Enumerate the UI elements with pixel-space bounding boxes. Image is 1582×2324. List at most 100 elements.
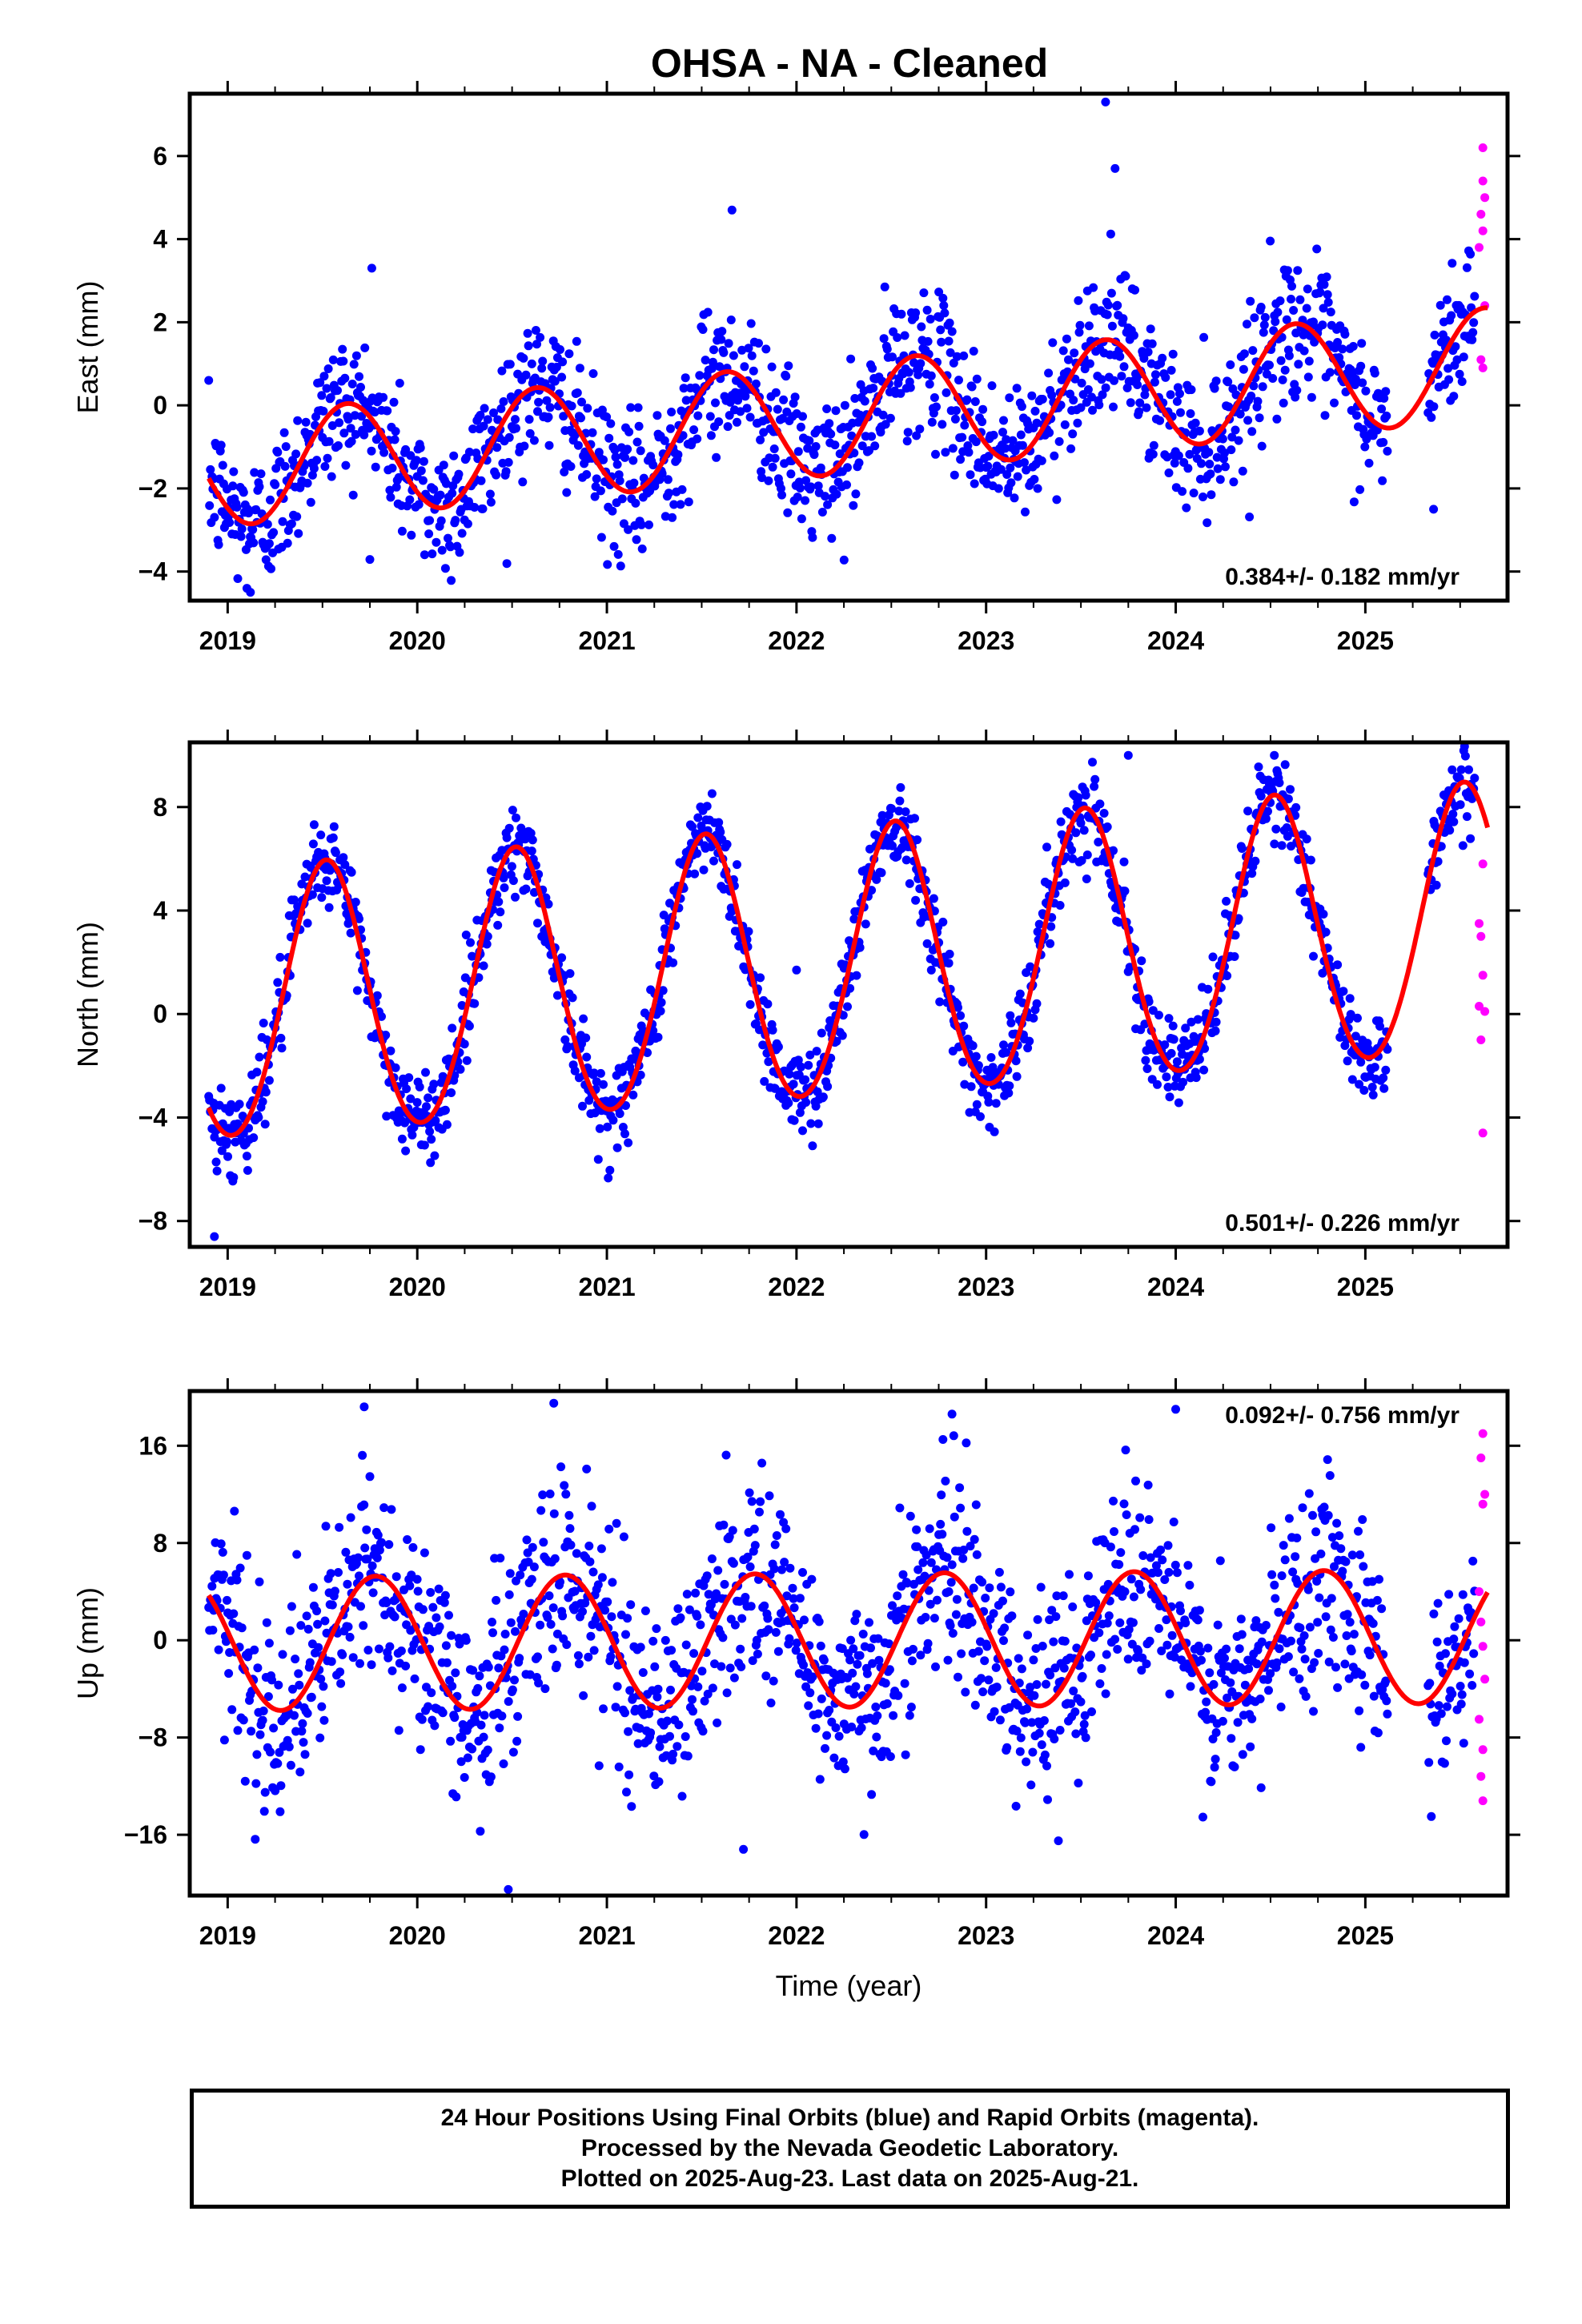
east-final-point bbox=[701, 356, 710, 365]
north-final-point bbox=[913, 835, 922, 845]
east-final-point bbox=[994, 484, 1003, 493]
east-final-point bbox=[905, 383, 915, 392]
east-final-point bbox=[588, 428, 597, 437]
up-final-point bbox=[1439, 1759, 1449, 1768]
east-final-point bbox=[857, 441, 867, 451]
north-final-point bbox=[500, 883, 509, 892]
east-final-point bbox=[347, 380, 357, 388]
east-final-point bbox=[1174, 451, 1183, 460]
north-final-point bbox=[340, 860, 350, 870]
north-final-point bbox=[1243, 806, 1253, 816]
north-final-point bbox=[716, 827, 725, 837]
north-final-point bbox=[1347, 1075, 1357, 1084]
up-final-point bbox=[717, 1662, 726, 1671]
north-final-point bbox=[507, 862, 516, 871]
east-final-point bbox=[319, 372, 329, 381]
east-final-point bbox=[1017, 402, 1026, 412]
up-final-point bbox=[320, 1616, 330, 1626]
east-final-point bbox=[444, 533, 452, 543]
north-final-point bbox=[1114, 918, 1124, 927]
up-final-point bbox=[907, 1656, 917, 1666]
north-final-point bbox=[1381, 1065, 1391, 1075]
east-final-point bbox=[1073, 418, 1082, 428]
east-final-point bbox=[1309, 317, 1318, 327]
up-final-point bbox=[488, 1628, 497, 1638]
east-final-point bbox=[839, 555, 849, 565]
east-final-point bbox=[1361, 386, 1371, 396]
up-final-point bbox=[564, 1510, 574, 1520]
up-final-point bbox=[587, 1502, 596, 1511]
up-final-point bbox=[307, 1692, 316, 1702]
up-final-point bbox=[872, 1732, 881, 1742]
east-final-point bbox=[679, 384, 689, 393]
north-final-point bbox=[1033, 927, 1042, 936]
north-final-point bbox=[508, 806, 517, 815]
up-final-point bbox=[725, 1663, 735, 1673]
up-final-point bbox=[646, 1728, 656, 1738]
east-final-point bbox=[652, 411, 662, 420]
east-final-point bbox=[486, 497, 496, 507]
up-final-point bbox=[314, 1642, 323, 1652]
east-final-point bbox=[1325, 368, 1335, 377]
east-final-point bbox=[418, 476, 428, 485]
north-final-point bbox=[1165, 1092, 1174, 1102]
east-final-point bbox=[808, 533, 817, 542]
up-final-point bbox=[1226, 1678, 1235, 1687]
up-final-point bbox=[666, 1685, 675, 1695]
up-final-point bbox=[1347, 1550, 1357, 1560]
x-tick-label: 2021 bbox=[578, 1921, 635, 1950]
north-final-point bbox=[789, 1080, 798, 1089]
up-final-point bbox=[1022, 1704, 1032, 1714]
up-final-point bbox=[753, 1649, 762, 1659]
east-final-point bbox=[323, 453, 332, 463]
up-final-point bbox=[322, 1628, 331, 1638]
up-final-point bbox=[789, 1603, 799, 1613]
up-final-point bbox=[1357, 1670, 1367, 1679]
up-final-point bbox=[991, 1663, 1001, 1672]
north-final-point bbox=[789, 1116, 799, 1125]
north-final-point bbox=[1186, 1017, 1196, 1027]
east-final-point bbox=[1052, 495, 1062, 505]
up-final-point bbox=[785, 1563, 795, 1573]
east-final-point bbox=[903, 428, 913, 437]
up-final-point bbox=[957, 1649, 966, 1659]
east-final-point bbox=[1135, 398, 1145, 408]
up-final-point bbox=[814, 1617, 824, 1626]
east-final-point bbox=[504, 432, 514, 442]
up-final-point bbox=[1116, 1548, 1126, 1558]
up-final-point bbox=[451, 1668, 460, 1678]
up-final-point bbox=[1447, 1689, 1457, 1699]
up-final-point bbox=[1026, 1683, 1035, 1692]
north-final-point bbox=[1011, 1056, 1021, 1066]
east-final-point bbox=[1249, 381, 1259, 391]
up-final-point bbox=[1326, 1625, 1335, 1634]
north-final-point bbox=[1153, 1080, 1162, 1089]
north-final-point bbox=[1379, 1084, 1389, 1093]
up-final-point bbox=[871, 1703, 881, 1711]
east-final-point bbox=[951, 406, 961, 416]
east-final-point bbox=[218, 460, 227, 470]
east-final-point bbox=[385, 485, 395, 495]
east-final-point bbox=[1022, 465, 1031, 475]
north-final-point bbox=[308, 839, 318, 849]
east-final-point bbox=[532, 340, 541, 349]
up-final-point bbox=[355, 1659, 364, 1668]
up-final-point bbox=[259, 1807, 269, 1816]
north-final-point bbox=[1319, 910, 1328, 919]
north-final-point bbox=[1032, 999, 1042, 1008]
up-final-point bbox=[978, 1578, 987, 1587]
east-final-point bbox=[414, 500, 424, 509]
up-final-point bbox=[284, 1742, 294, 1751]
east-final-point bbox=[783, 508, 793, 517]
north-final-point bbox=[1193, 1015, 1203, 1024]
east-rapid-point bbox=[1478, 363, 1488, 372]
up-final-point bbox=[944, 1587, 954, 1596]
up-final-point bbox=[1316, 1549, 1326, 1558]
east-final-point bbox=[1226, 360, 1235, 369]
east-final-point bbox=[668, 513, 677, 522]
up-final-point bbox=[450, 1713, 460, 1723]
up-final-point bbox=[620, 1708, 629, 1718]
north-final-point bbox=[260, 1120, 270, 1129]
east-final-point bbox=[504, 457, 513, 467]
east-final-point bbox=[1164, 468, 1174, 477]
